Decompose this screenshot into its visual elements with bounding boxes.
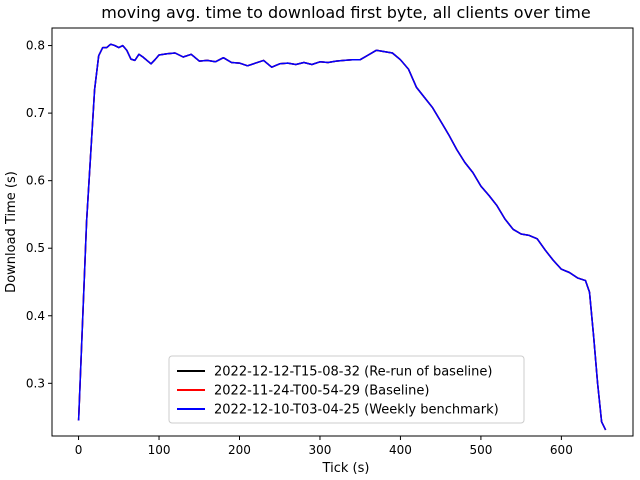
x-tick-label: 200 [228,443,251,457]
legend-frame [168,355,525,424]
y-axis-ticks: 0.3 0.4 0.5 0.6 0.7 0.8 [26,39,52,390]
series-layer [77,43,607,431]
y-tick-label: 0.7 [26,106,45,120]
x-tick-label: 600 [550,443,573,457]
plot-frame [51,27,634,437]
y-tick-label: 0.5 [26,241,45,255]
x-tick-label: 500 [469,443,492,457]
legend-label: 2022-11-24-T00-54-29 (Baseline) [214,384,429,399]
series-line-2 [77,43,607,431]
y-tick-label: 0.3 [26,376,45,390]
x-axis-ticks: 0 100 200 300 400 500 600 [75,436,573,457]
x-tick-label: 400 [389,443,412,457]
y-axis-label: Download Time (s) [4,171,19,293]
y-tick-label: 0.4 [26,309,45,323]
chart-title: moving avg. time to download first byte,… [101,3,590,22]
x-tick-label: 100 [148,443,171,457]
x-tick-label: 0 [75,443,83,457]
legend-label: 2022-12-12-T15-08-32 (Re-run of baseline… [214,365,492,380]
y-tick-label: 0.8 [26,39,45,53]
y-tick-label: 0.6 [26,174,45,188]
x-tick-label: 300 [309,443,332,457]
legend-label: 2022-12-10-T03-04-25 (Weekly benchmark) [214,403,499,418]
legend: 2022-12-12-T15-08-32 (Re-run of baseline… [168,355,525,424]
x-axis-label: Tick (s) [322,461,370,476]
